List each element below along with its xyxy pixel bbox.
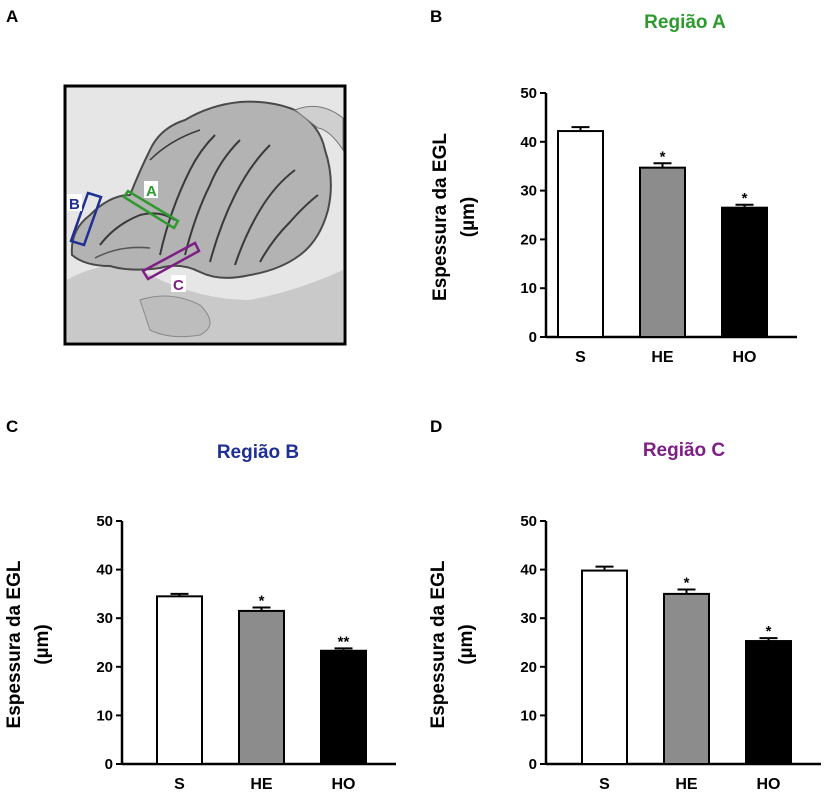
- y-tick-label: 0: [529, 756, 537, 773]
- y-axis-unit: (µm): [456, 624, 477, 665]
- roi-label-a: A: [146, 183, 157, 200]
- panel-letter-c: C: [6, 417, 18, 436]
- y-axis-unit: (µm): [458, 197, 479, 238]
- bar-ho: [745, 640, 792, 765]
- y-tick-label: 20: [96, 659, 113, 676]
- panel-letter-d: D: [430, 417, 442, 436]
- bar-he: [663, 592, 710, 766]
- panel-letter-b: B: [430, 7, 442, 26]
- bar-he: [238, 609, 285, 765]
- bar-s: [156, 595, 203, 766]
- bar-ho: [320, 649, 367, 766]
- y-tick-label: 40: [96, 562, 113, 579]
- x-tick-label: HO: [332, 776, 356, 793]
- x-tick-label: S: [575, 349, 586, 366]
- y-tick-label: 0: [529, 329, 537, 346]
- panel-letter-a: A: [6, 7, 18, 26]
- y-tick-label: 30: [520, 183, 537, 200]
- bar-ho: [721, 206, 768, 338]
- bar-he: [639, 166, 686, 338]
- significance-marker: *: [660, 148, 666, 165]
- y-tick-label: 50: [520, 85, 537, 102]
- bar-s: [581, 569, 628, 766]
- significance-marker: *: [684, 575, 690, 592]
- roi-box-c: [141, 241, 201, 281]
- y-tick-label: 10: [96, 707, 113, 724]
- y-tick-label: 40: [520, 562, 537, 579]
- chart-regiao-a: Região A Espessura da EGL (µm) 0 10 20 30 40 50 S…: [430, 12, 797, 366]
- roi-label-b: B: [69, 196, 80, 213]
- y-tick-label: 0: [105, 756, 113, 773]
- chart-title: Região C: [643, 440, 726, 461]
- x-tick-label: HO: [733, 349, 757, 366]
- roi-box-a: [122, 189, 180, 230]
- chart-regiao-b: Região B Espessura da EGL (µm) 0 10 20 30 40 50 S…: [4, 442, 396, 793]
- y-axis-unit: (µm): [32, 624, 53, 665]
- y-tick-label: 20: [520, 231, 537, 248]
- y-tick-label: 50: [520, 513, 537, 530]
- y-tick-label: 10: [520, 280, 537, 297]
- roi-label-c: C: [173, 277, 184, 294]
- x-tick-label: HE: [675, 776, 698, 793]
- x-tick-label: HO: [757, 776, 781, 793]
- roi-box-b: [69, 191, 103, 247]
- significance-marker: *: [742, 190, 748, 207]
- histology-image: A B C: [63, 84, 347, 346]
- y-tick-label: 40: [520, 134, 537, 151]
- y-axis-label: Espessura da EGL: [4, 560, 25, 728]
- x-tick-label: S: [599, 776, 610, 793]
- y-tick-label: 30: [96, 610, 113, 627]
- x-tick-label: HE: [651, 349, 674, 366]
- cerebellum-section: [67, 100, 344, 342]
- x-tick-label: S: [174, 776, 185, 793]
- significance-marker: **: [338, 633, 350, 650]
- chart-title: Região B: [217, 442, 299, 463]
- chart-title: Região A: [644, 12, 726, 33]
- y-axis-label: Espessura da EGL: [428, 560, 449, 728]
- chart-regiao-c: Região C Espessura da EGL (µm) 0 10 20 30 40 50 S…: [428, 440, 821, 793]
- x-tick-label: HE: [250, 776, 273, 793]
- y-tick-label: 10: [520, 707, 537, 724]
- bar-s: [557, 130, 604, 338]
- y-axis-label: Espessura da EGL: [430, 133, 451, 301]
- y-tick-label: 20: [520, 659, 537, 676]
- significance-marker: *: [259, 593, 265, 610]
- y-tick-label: 30: [520, 610, 537, 627]
- y-tick-label: 50: [96, 513, 113, 530]
- significance-marker: *: [766, 623, 772, 640]
